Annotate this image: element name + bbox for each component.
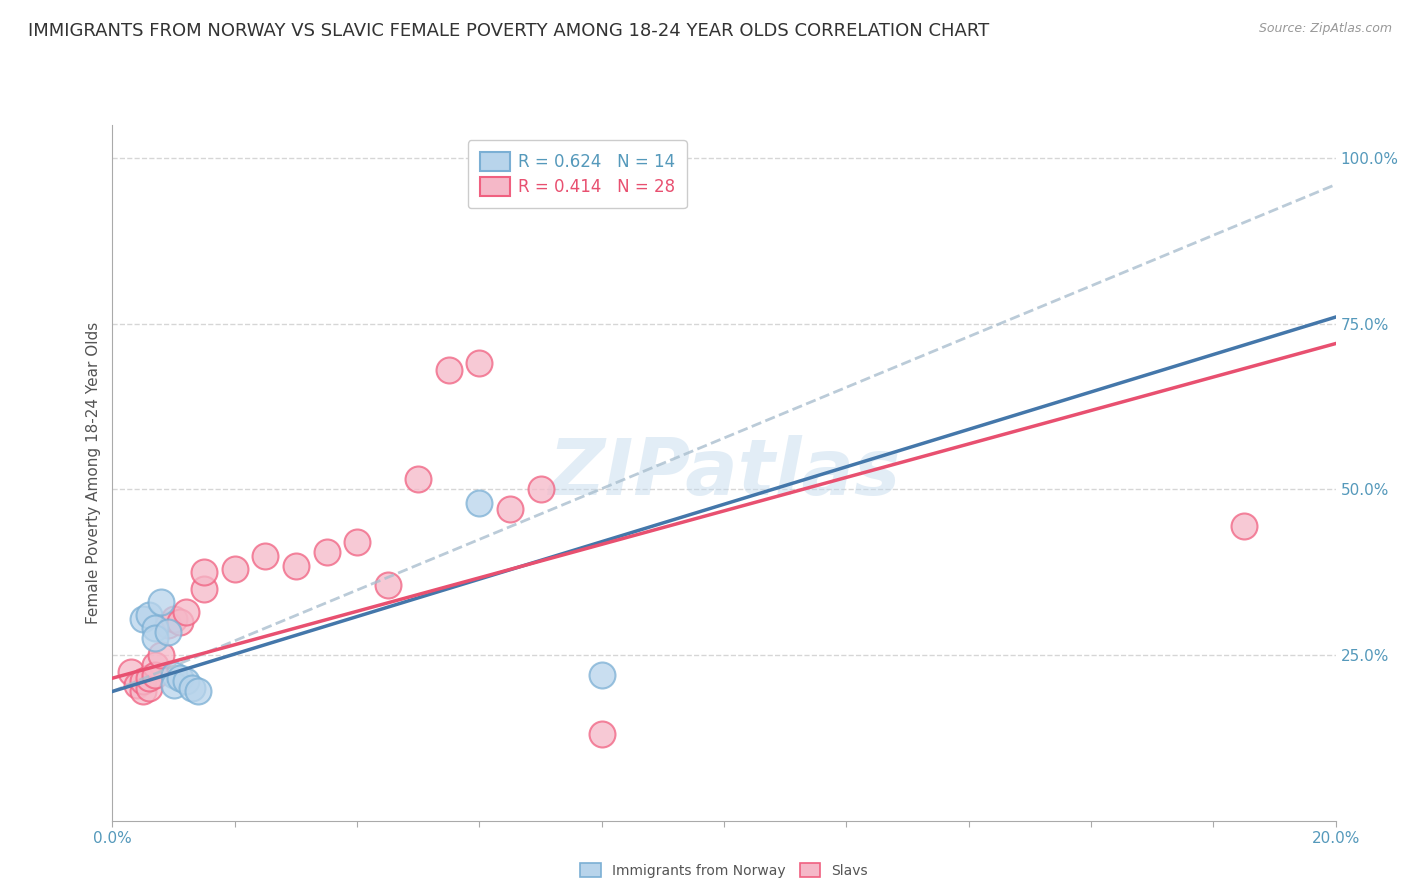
Point [1233,518,1256,533]
Point [143,657,166,672]
Point [163,678,186,692]
Point [125,678,148,692]
Point [132,611,155,625]
Text: ZIPatlas: ZIPatlas [548,434,900,511]
Point [174,605,197,619]
Point [224,562,246,576]
Point [437,363,460,377]
Point [408,472,430,486]
Point [377,578,399,592]
Point [150,595,173,609]
Point [187,684,209,698]
Point [163,668,186,682]
Point [193,565,215,579]
Point [591,727,613,741]
Point [156,624,179,639]
Point [143,668,166,682]
Point [120,665,142,679]
Point [254,549,277,563]
Text: IMMIGRANTS FROM NORWAY VS SLAVIC FEMALE POVERTY AMONG 18-24 YEAR OLDS CORRELATIO: IMMIGRANTS FROM NORWAY VS SLAVIC FEMALE … [28,22,990,40]
Point [468,356,491,370]
Text: Source: ZipAtlas.com: Source: ZipAtlas.com [1258,22,1392,36]
Point [138,681,160,695]
Point [150,648,173,662]
Point [132,684,155,698]
Point [315,545,337,559]
Point [156,618,179,632]
Point [193,582,215,596]
Y-axis label: Female Poverty Among 18-24 Year Olds: Female Poverty Among 18-24 Year Olds [86,322,101,624]
Point [143,622,166,636]
Point [169,671,191,685]
Point [284,558,308,573]
Point [132,674,155,689]
Point [169,615,191,629]
Point [591,668,613,682]
Point [181,681,204,695]
Point [163,611,186,625]
Legend: Immigrants from Norway, Slavs: Immigrants from Norway, Slavs [575,857,873,883]
Point [174,674,197,689]
Point [499,502,522,516]
Point [138,608,160,623]
Point [346,535,368,549]
Point [138,671,160,685]
Point [143,632,166,646]
Point [468,495,491,509]
Point [530,483,553,497]
